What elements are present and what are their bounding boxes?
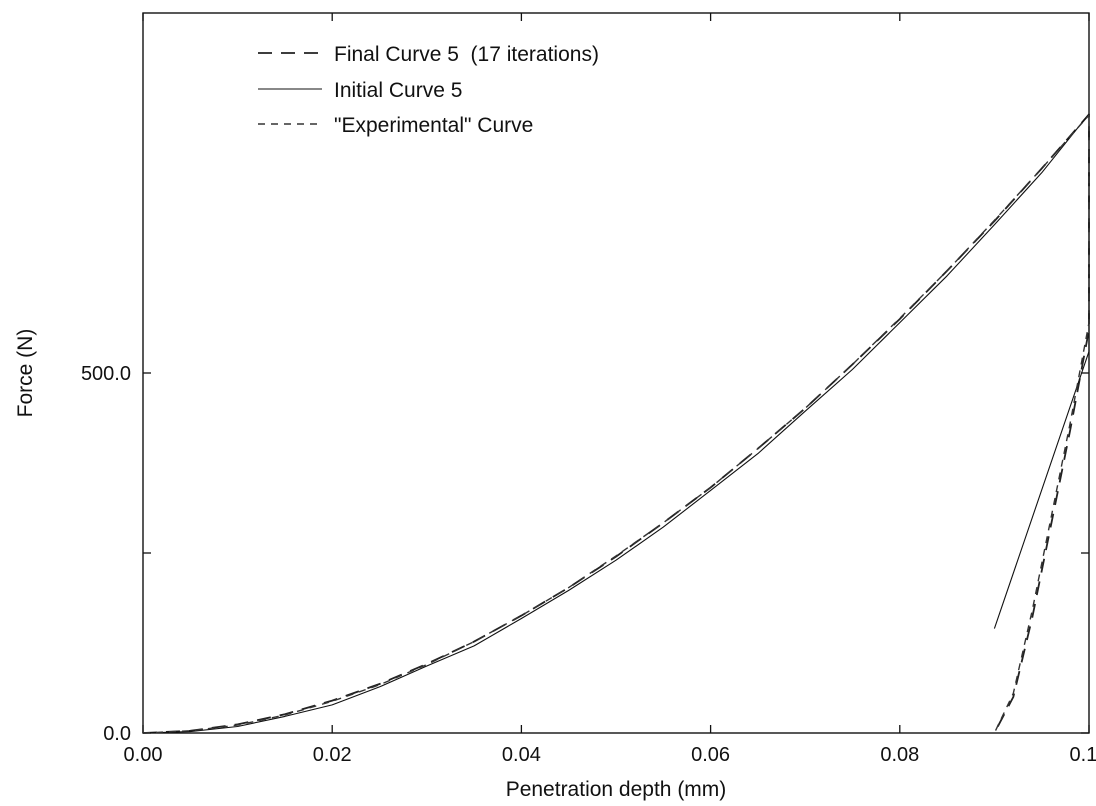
x-tick-label: 0.08 <box>880 744 919 766</box>
series-line-2 <box>142 114 1090 734</box>
x-tick-label: 0.06 <box>691 744 730 766</box>
plot-frame <box>142 12 1090 734</box>
x-tick-label: 0.02 <box>313 744 352 766</box>
series-line-1 <box>142 113 1090 734</box>
x-axis-title: Penetration depth (mm) <box>506 778 727 801</box>
legend-label-final-curve: Final Curve 5 (17 iterations) <box>334 43 599 66</box>
y-axis-title: Force (N) <box>14 329 37 418</box>
x-tick-label: 0.10 <box>1070 744 1096 766</box>
x-tick-label: 0.00 <box>124 744 163 766</box>
legend-label-initial-curve: Initial Curve 5 <box>334 79 462 102</box>
legend-label-experimental-curve: "Experimental" Curve <box>334 114 533 137</box>
x-tick-label: 0.04 <box>502 744 541 766</box>
y-tick-label: 0.0 <box>103 723 131 745</box>
series-layer <box>142 113 1090 734</box>
legend: Final Curve 5 (17 iterations) Initial Cu… <box>258 43 599 137</box>
series-line-0 <box>142 113 1090 734</box>
axis-ticks: 0.00 0.02 0.04 0.06 0.08 0.10 0.0 500.0 <box>81 13 1096 766</box>
y-tick-label: 500.0 <box>81 363 131 385</box>
